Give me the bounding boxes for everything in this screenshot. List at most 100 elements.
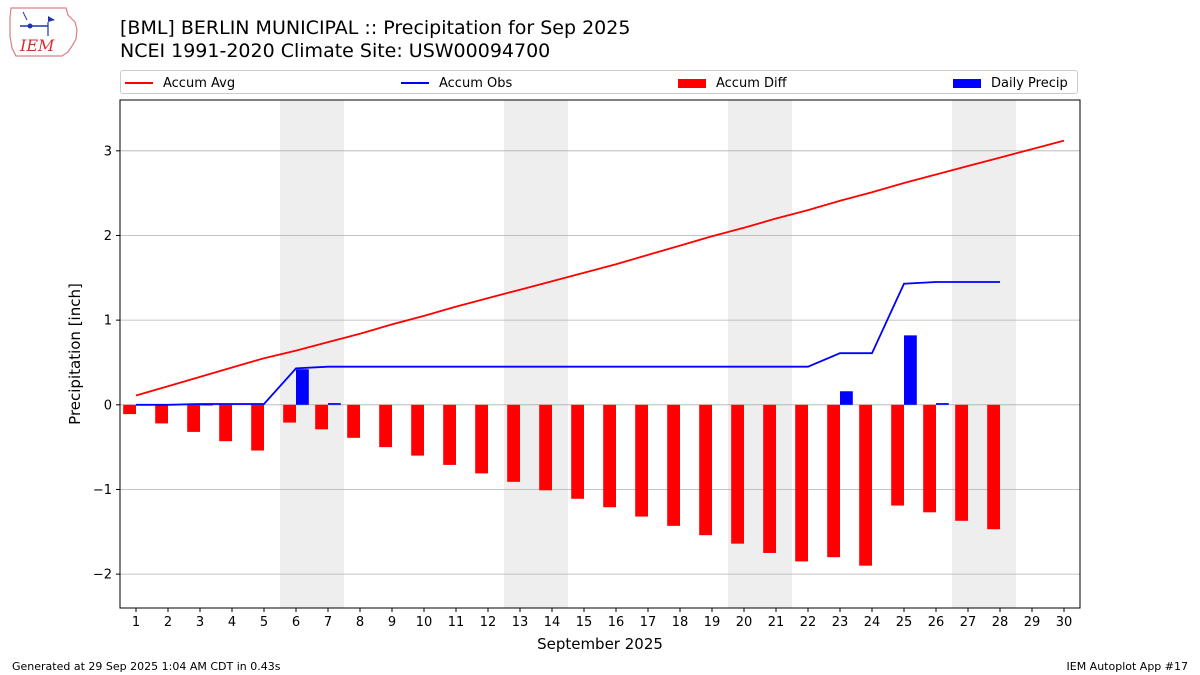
x-tick-label-9: 9 xyxy=(388,615,396,630)
x-tick-label-23: 23 xyxy=(832,615,849,630)
bar-accum-diff-28 xyxy=(987,404,1000,530)
bar-accum-diff-11 xyxy=(443,404,456,465)
legend-label-accum-obs: Accum Obs xyxy=(439,75,513,91)
x-tick-label-11: 11 xyxy=(448,615,465,630)
bar-accum-diff-6 xyxy=(283,404,296,423)
bar-accum-diff-15 xyxy=(571,404,584,499)
x-tick-label-24: 24 xyxy=(864,615,881,630)
x-tick-label-8: 8 xyxy=(356,615,364,630)
legend-label-daily-precip: Daily Precip xyxy=(991,75,1068,91)
footer-generated: Generated at 29 Sep 2025 1:04 AM CDT in … xyxy=(12,660,281,673)
bar-accum-diff-23 xyxy=(827,404,840,558)
bar-accum-diff-7 xyxy=(315,404,328,430)
legend-swatch-accum-diff xyxy=(678,78,706,88)
weekend-band-7 xyxy=(312,100,344,608)
bar-accum-diff-22 xyxy=(795,404,808,562)
x-axis-ticks: 1 2 3 4 5 6 7 8 9 10 11 12 13 14 15 16 17 18 19 20 21 22 23 24 2… xyxy=(132,608,1072,630)
weekend-band-14 xyxy=(536,100,568,608)
y-tick-label--1: −1 xyxy=(93,483,112,498)
bar-accum-diff-13 xyxy=(507,404,520,482)
legend-label-accum-avg: Accum Avg xyxy=(163,75,236,91)
bar-accum-diff-10 xyxy=(411,404,424,456)
x-tick-label-26: 26 xyxy=(928,615,945,630)
x-tick-label-10: 10 xyxy=(416,615,433,630)
chart-subtitle: NCEI 1991-2020 Climate Site: USW00094700 xyxy=(120,40,551,62)
bar-daily-precip-6 xyxy=(296,369,309,405)
bar-accum-diff-24 xyxy=(859,404,872,566)
x-tick-label-20: 20 xyxy=(736,615,753,630)
x-tick-label-29: 29 xyxy=(1024,615,1041,630)
x-tick-label-15: 15 xyxy=(576,615,593,630)
x-axis-label: September 2025 xyxy=(537,635,663,653)
line-accum-avg xyxy=(135,139,1065,397)
y-axis-label: Precipitation [inch] xyxy=(66,283,84,425)
y-tick-label-0: 0 xyxy=(104,398,112,413)
x-tick-label-7: 7 xyxy=(324,615,332,630)
x-tick-label-6: 6 xyxy=(292,615,300,630)
bar-accum-diff-3 xyxy=(187,404,200,432)
x-tick-label-4: 4 xyxy=(228,615,236,630)
logo-text: IEM xyxy=(19,36,55,55)
bar-accum-diff-4 xyxy=(219,404,232,442)
bar-accum-diff-27 xyxy=(955,404,968,521)
line-accum-obs xyxy=(136,281,1000,406)
weekend-band-27 xyxy=(952,100,984,608)
x-tick-label-13: 13 xyxy=(512,615,529,630)
legend-swatch-accum-obs xyxy=(401,82,429,84)
x-tick-label-28: 28 xyxy=(992,615,1009,630)
bars xyxy=(123,335,1000,566)
bar-accum-diff-18 xyxy=(667,404,680,526)
x-tick-label-5: 5 xyxy=(260,615,268,630)
y-tick-label-3: 3 xyxy=(104,144,112,159)
legend-item-accum-obs: Accum Obs xyxy=(401,74,512,92)
bar-accum-diff-17 xyxy=(635,404,648,517)
x-tick-label-25: 25 xyxy=(896,615,913,630)
bar-accum-diff-20 xyxy=(731,404,744,544)
bar-accum-diff-8 xyxy=(347,404,360,438)
series-lines xyxy=(135,139,1065,406)
bar-accum-diff-12 xyxy=(475,404,488,474)
bar-accum-diff-21 xyxy=(763,404,776,553)
bar-daily-precip-26 xyxy=(936,403,949,405)
y-tick-label--2: −2 xyxy=(93,568,112,583)
bar-accum-diff-1 xyxy=(123,404,136,415)
bar-daily-precip-23 xyxy=(840,391,853,405)
bar-accum-diff-5 xyxy=(251,404,264,451)
x-tick-label-22: 22 xyxy=(800,615,817,630)
bar-accum-diff-26 xyxy=(923,404,936,513)
x-tick-label-17: 17 xyxy=(640,615,657,630)
weekend-band-13 xyxy=(504,100,536,608)
legend-label-accum-diff: Accum Diff xyxy=(716,75,787,91)
bar-accum-diff-25 xyxy=(891,404,904,506)
legend-item-accum-diff: Accum Diff xyxy=(678,74,787,92)
bar-accum-diff-16 xyxy=(603,404,616,508)
chart-title: [BML] BERLIN MUNICIPAL :: Precipitation … xyxy=(120,17,631,39)
bar-accum-diff-9 xyxy=(379,404,392,448)
legend-swatch-accum-avg xyxy=(125,82,153,84)
x-tick-label-12: 12 xyxy=(480,615,497,630)
legend-item-accum-avg: Accum Avg xyxy=(125,74,235,92)
plot-area xyxy=(119,99,1081,609)
y-axis-ticks: −2 −1 0 1 2 3 xyxy=(93,144,120,583)
weekend-band-28 xyxy=(984,100,1016,608)
bar-accum-diff-2 xyxy=(155,404,168,424)
bar-daily-precip-7 xyxy=(328,403,341,405)
footer-app: IEM Autoplot App #17 xyxy=(1066,660,1189,673)
x-tick-label-21: 21 xyxy=(768,615,785,630)
x-tick-label-3: 3 xyxy=(196,615,204,630)
x-tick-label-18: 18 xyxy=(672,615,689,630)
x-tick-label-14: 14 xyxy=(544,615,561,630)
bar-accum-diff-14 xyxy=(539,404,552,491)
legend: Accum Avg Accum Obs Accum Diff Daily Pre… xyxy=(120,70,1078,94)
y-tick-label-1: 1 xyxy=(104,314,112,329)
x-tick-label-16: 16 xyxy=(608,615,625,630)
y-tick-label-2: 2 xyxy=(104,229,112,244)
x-tick-label-1: 1 xyxy=(132,615,140,630)
grid-lines xyxy=(120,150,1080,575)
x-tick-label-2: 2 xyxy=(164,615,172,630)
legend-swatch-daily-precip xyxy=(953,78,981,88)
iem-logo: IEM xyxy=(9,7,78,57)
x-tick-label-27: 27 xyxy=(960,615,977,630)
bar-daily-precip-25 xyxy=(904,335,917,405)
